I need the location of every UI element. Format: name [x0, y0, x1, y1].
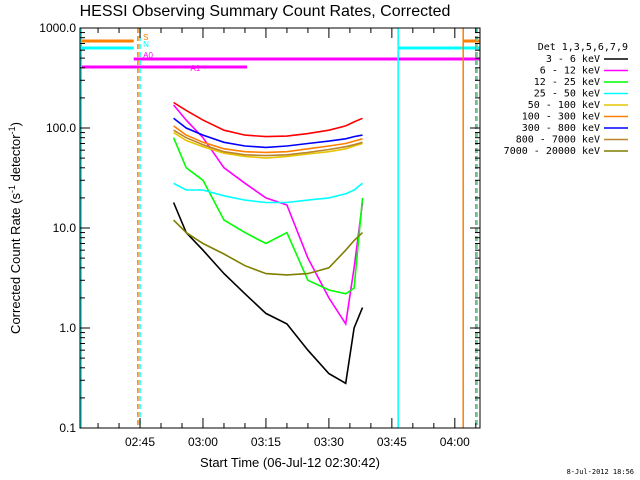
legend-label: 25 - 50 keV: [534, 89, 600, 100]
y-tick-label: 0.1: [59, 421, 76, 435]
y-axis-label-part1: Corrected Count Rate (s: [8, 193, 23, 334]
flag-label-n: N: [143, 40, 149, 49]
legend-label: 3 - 6 keV: [546, 54, 600, 65]
series-line-2: [172, 137, 364, 295]
series-line-9: [173, 101, 363, 138]
series-line-8: [173, 219, 364, 276]
series-line-7: [173, 129, 363, 157]
flag-bars: SN A0 A1: [80, 33, 480, 73]
chart-title: HESSI Observing Summary Count Rates, Cor…: [80, 3, 451, 20]
y-tick-label: 10.0: [53, 221, 77, 235]
x-tick-label: 03:00: [188, 435, 218, 449]
legend-label: 100 - 300 keV: [522, 112, 600, 123]
flag-label-s: S: [143, 33, 148, 42]
y-axis-label-sup1: -1: [7, 185, 17, 193]
legend-label: 50 - 100 keV: [528, 100, 600, 111]
x-axis: 02:45 03:00 03:15 03:30 03:45 04:00: [97, 28, 477, 449]
y-tick-label: 100.0: [46, 121, 76, 135]
series-line-0: [172, 202, 364, 385]
x-axis-label: Start Time (06-Jul-12 02:30:42): [200, 455, 380, 470]
legend-label: 300 - 800 keV: [522, 123, 600, 134]
legend-label: 12 - 25 keV: [534, 77, 600, 88]
y-axis-label-part3: ): [8, 122, 23, 126]
y-axis-label: Corrected Count Rate (s-1 detector-1): [7, 122, 23, 334]
legend-title: Det 1,3,5,6,7,9: [538, 42, 628, 53]
series-line-5: [173, 125, 363, 154]
series-line-6: [173, 117, 363, 149]
x-tick-label: 04:00: [440, 435, 470, 449]
flag-label-a0: A0: [143, 51, 153, 60]
series-line-4: [173, 131, 363, 159]
x-tick-label: 02:45: [125, 435, 155, 449]
y-tick-label: 1.0: [59, 321, 76, 335]
y-axis: 0.1 1.0 10.0 100.0 1000.0: [39, 21, 480, 435]
x-tick-label: 03:45: [377, 435, 407, 449]
y-axis-label-sup2: -1: [7, 126, 17, 134]
legend-label: 800 - 7000 keV: [516, 135, 600, 146]
series-line-3: [173, 182, 363, 204]
series-lines: [172, 101, 364, 385]
y-tick-label: 1000.0: [39, 21, 76, 35]
vertical-markers: [80, 28, 478, 428]
flag-label-a1: A1: [190, 64, 200, 73]
x-tick-label: 03:15: [251, 435, 281, 449]
date-stamp: 8-Jul-2012 18:56: [567, 468, 634, 476]
legend-label: 7000 - 20000 keV: [504, 146, 600, 157]
x-tick-label: 03:30: [314, 435, 344, 449]
legend-label: 6 - 12 keV: [540, 66, 600, 77]
y-axis-label-part2: detector: [8, 134, 23, 185]
